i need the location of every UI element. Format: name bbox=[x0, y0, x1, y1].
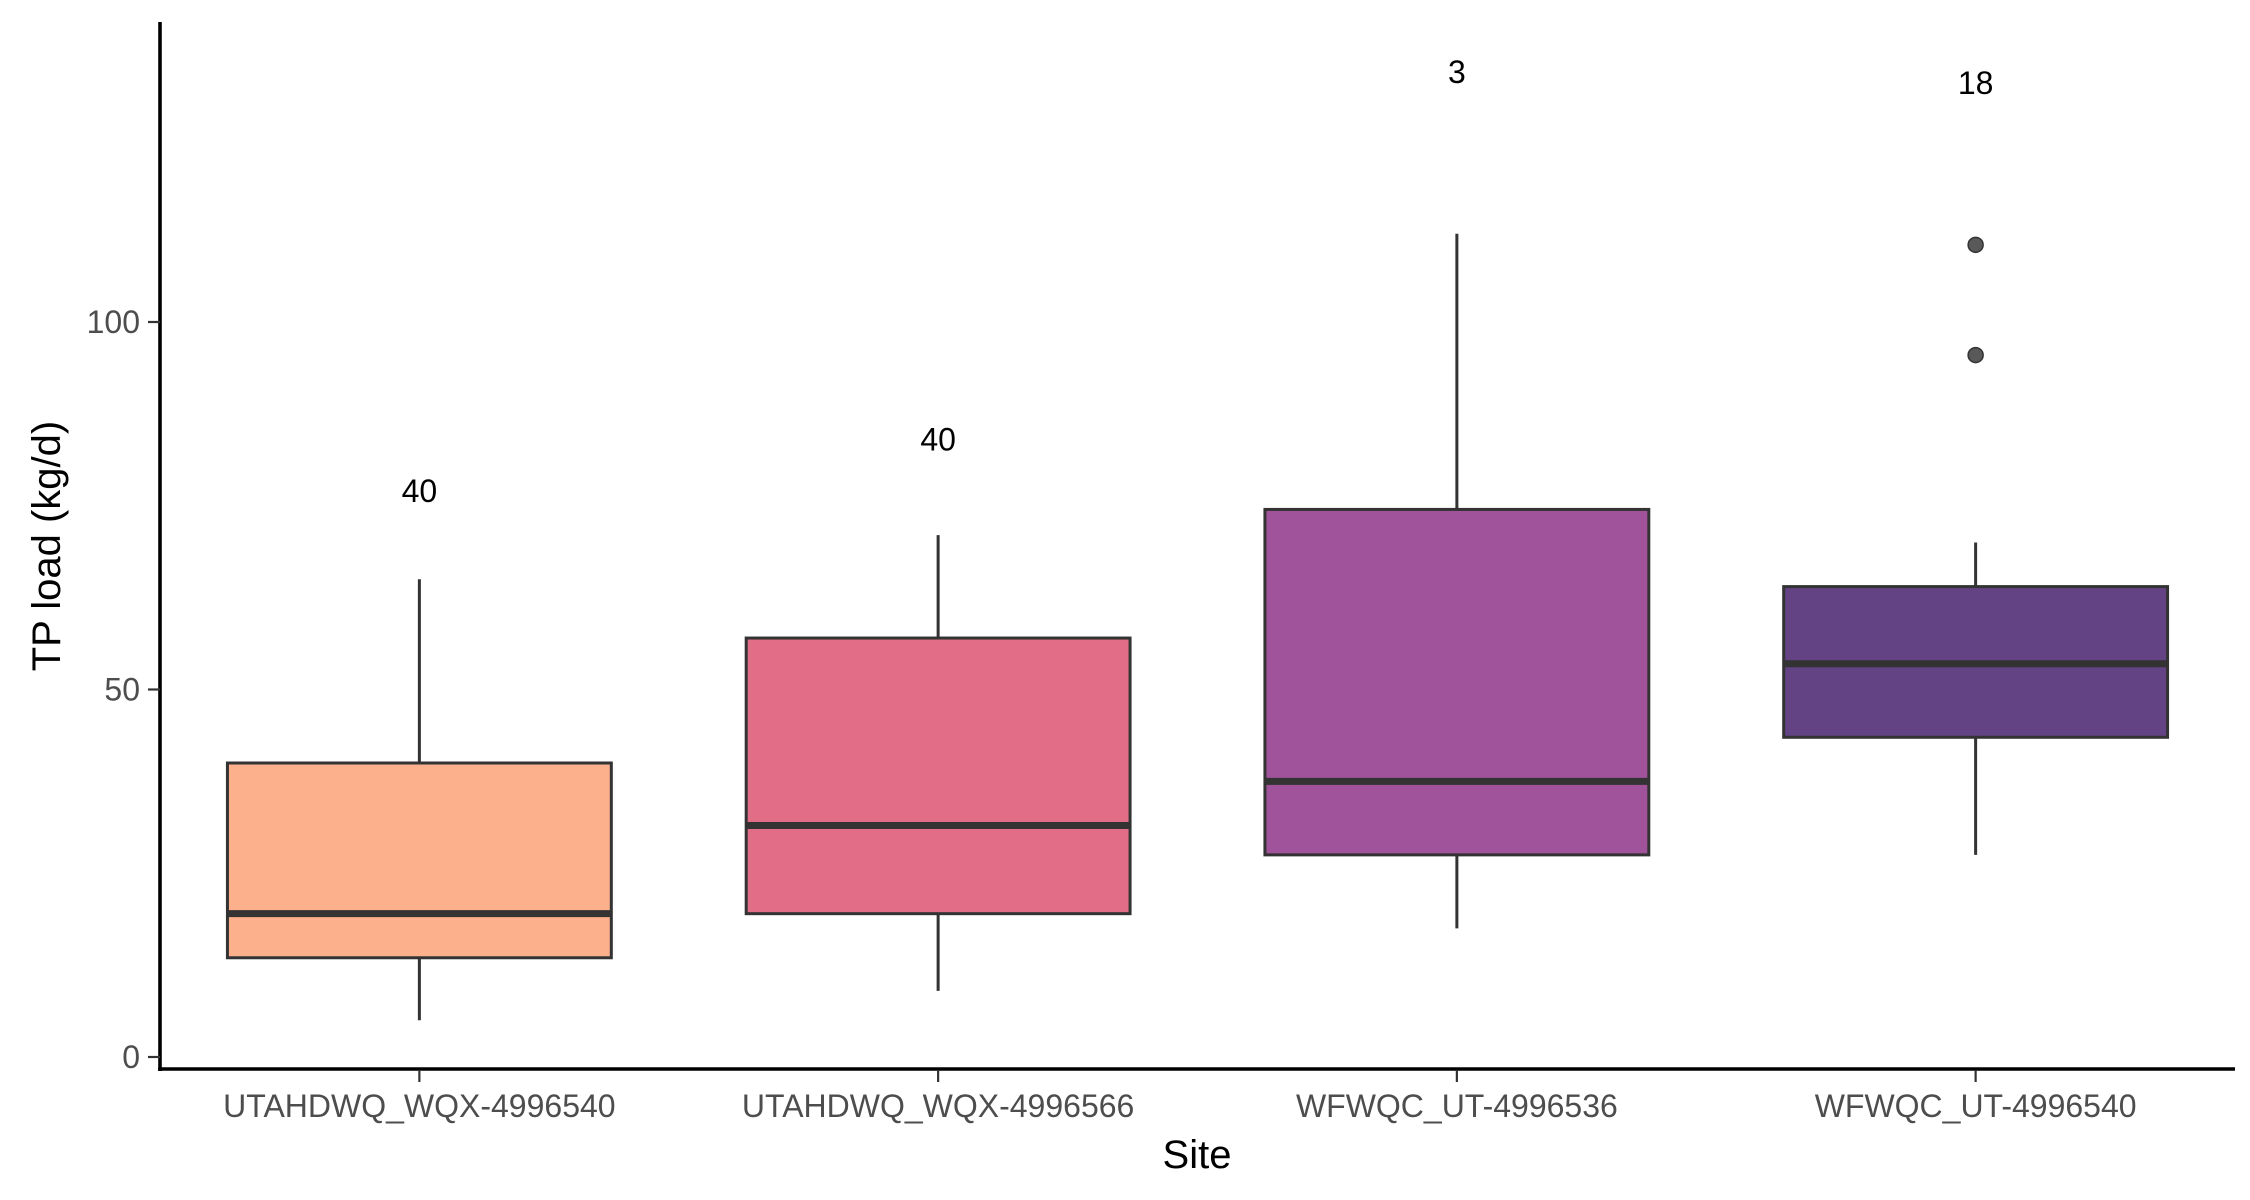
box-group-1: 40 bbox=[225, 473, 613, 1021]
x-tick-label-4: WFWQC_UT-4996540 bbox=[1815, 1088, 2137, 1124]
outlier-4-1 bbox=[1967, 346, 1984, 364]
box-1 bbox=[225, 761, 613, 960]
x-axis-title: Site bbox=[1163, 1133, 1232, 1177]
y-axis-title: TP load (kg/d) bbox=[25, 421, 69, 672]
count-label-2: 40 bbox=[920, 422, 956, 458]
y-tick-label-100: 100 bbox=[87, 304, 140, 340]
x-tick-label-2: UTAHDWQ_WQX-4996566 bbox=[742, 1088, 1134, 1124]
box-3 bbox=[1263, 507, 1651, 857]
plot-marks: 40 40 3 18 bbox=[225, 54, 2170, 1021]
x-axis-ticks: UTAHDWQ_WQX-4996540 UTAHDWQ_WQX-4996566 WF… bbox=[223, 1070, 2137, 1124]
count-label-4: 18 bbox=[1958, 65, 1994, 101]
y-tick-label-0: 0 bbox=[122, 1039, 140, 1075]
box-group-4: 18 bbox=[1782, 65, 2170, 855]
y-axis-ticks: 0 50 100 bbox=[87, 304, 160, 1075]
box-group-3: 3 bbox=[1263, 54, 1651, 929]
outlier-4-2 bbox=[1967, 236, 1984, 254]
x-tick-label-1: UTAHDWQ_WQX-4996540 bbox=[223, 1088, 615, 1124]
count-label-1: 40 bbox=[402, 473, 438, 509]
box-2 bbox=[744, 636, 1132, 916]
y-tick-label-50: 50 bbox=[104, 672, 140, 708]
box-group-2: 40 bbox=[744, 422, 1132, 991]
count-label-3: 3 bbox=[1448, 54, 1466, 90]
x-tick-label-3: WFWQC_UT-4996536 bbox=[1296, 1088, 1618, 1124]
